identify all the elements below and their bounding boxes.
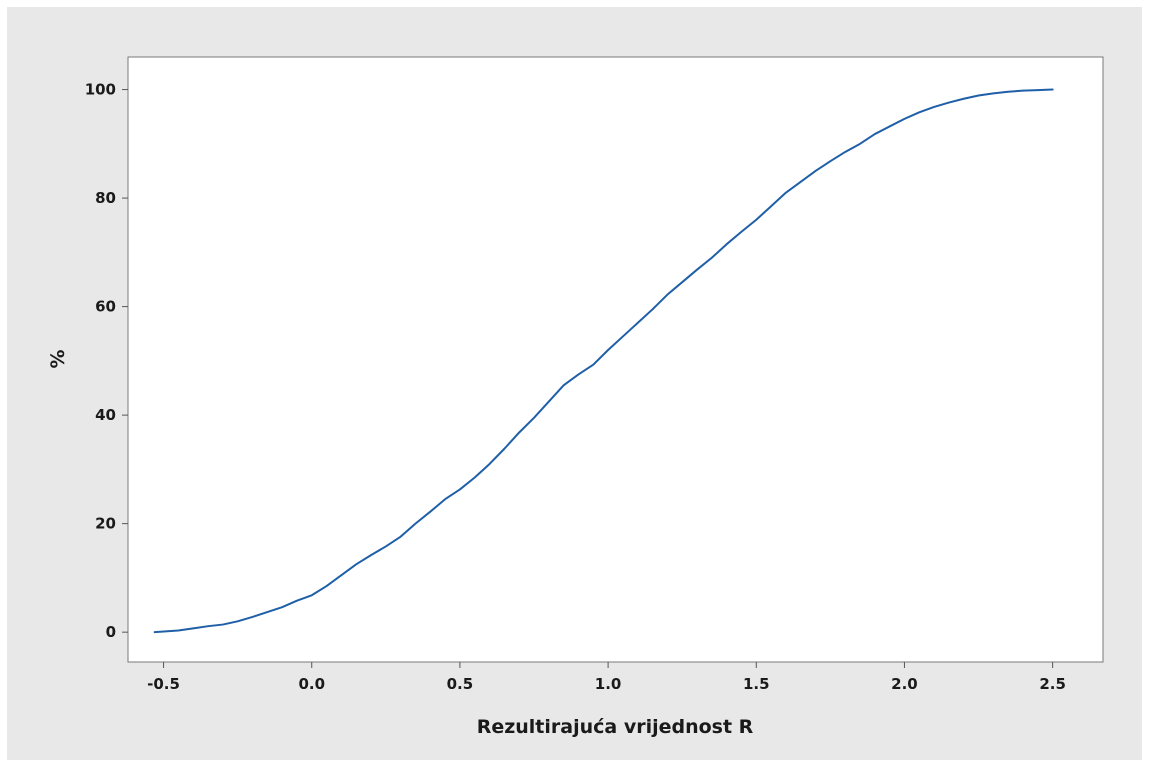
cdf-series-line: [153, 88, 1054, 634]
x-tick-label: 0.0: [298, 675, 325, 693]
y-tick-label: 60: [95, 298, 116, 316]
y-tick-label: 40: [95, 406, 116, 424]
x-axis-ticks: -0.5 0.0 0.5 1.0 1.5 2.0 2.5: [147, 662, 1066, 693]
y-tick-label: 20: [95, 515, 116, 533]
x-axis-title: Rezultirajuća vrijednost R: [477, 716, 754, 738]
x-tick-label: 1.5: [743, 675, 770, 693]
series-layer: [153, 88, 1054, 634]
x-tick-label: 0.5: [447, 675, 474, 693]
plot-area: [127, 56, 1104, 663]
y-axis-ticks: 0 20 40 60 80 100: [85, 81, 128, 641]
x-tick-label: 2.5: [1039, 675, 1066, 693]
x-tick-label: 2.0: [891, 675, 918, 693]
y-axis-title: %: [47, 349, 69, 368]
y-tick-label: 0: [106, 623, 116, 641]
y-tick-label: 80: [95, 189, 116, 207]
y-tick-label: 100: [85, 81, 116, 99]
x-tick-label: -0.5: [147, 675, 180, 693]
x-tick-label: 1.0: [595, 675, 622, 693]
